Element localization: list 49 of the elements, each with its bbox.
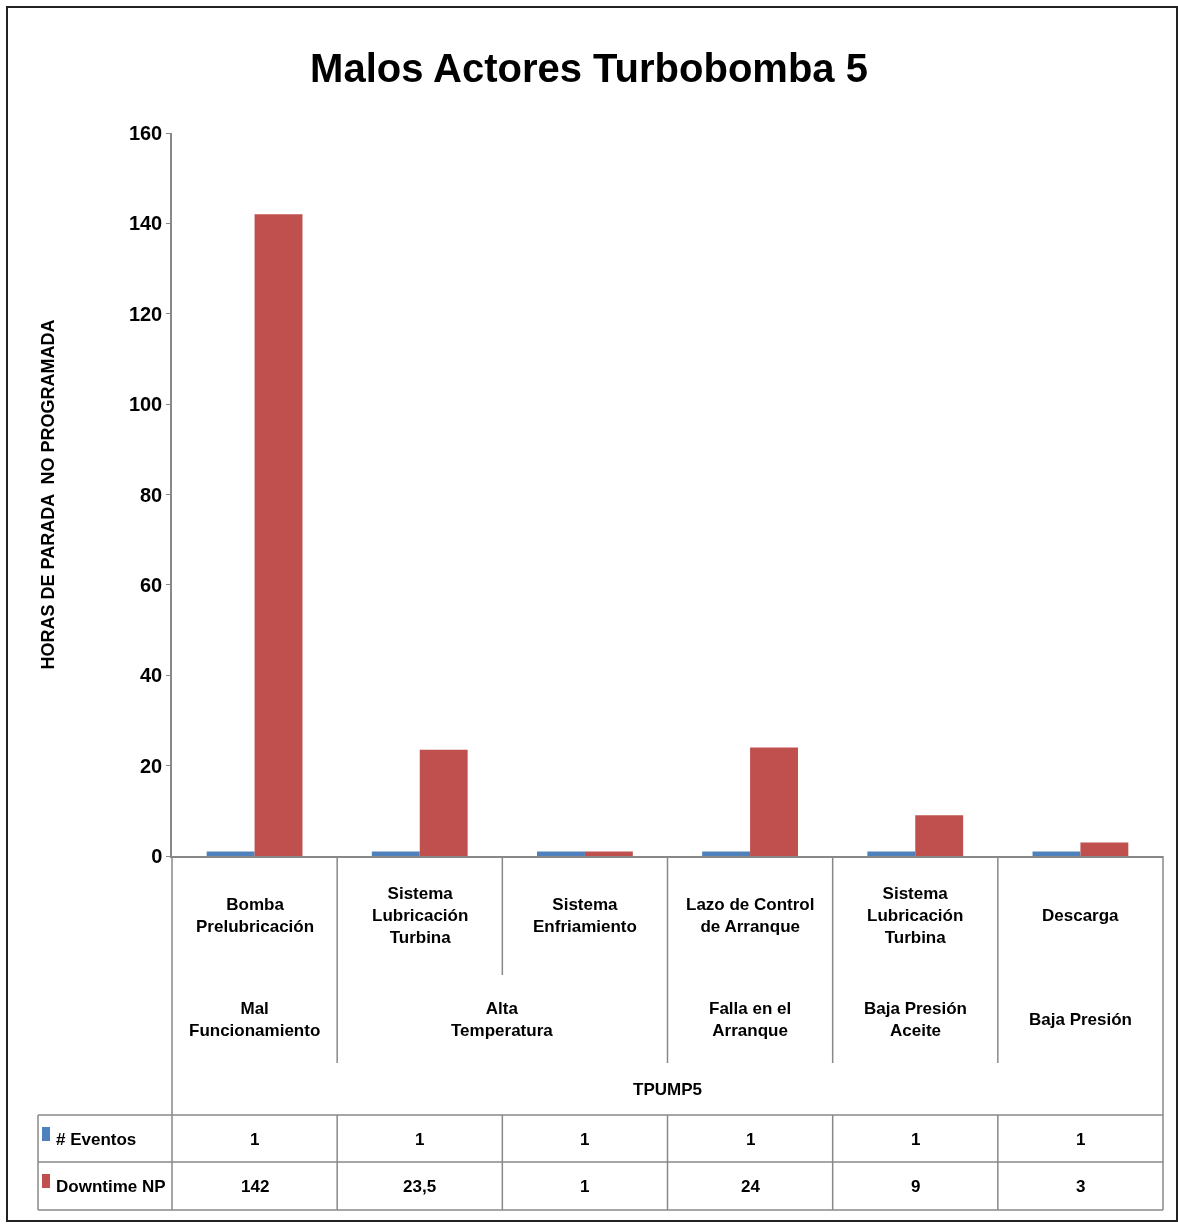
y-tick-label: 20	[140, 754, 163, 777]
bar	[254, 214, 303, 856]
x-tick-label: Sistema Enfriamiento	[533, 895, 637, 937]
bar	[584, 851, 633, 856]
x-tick-label: Sistema Lubricación Turbina	[372, 884, 469, 948]
data-label: 23,5	[403, 1177, 437, 1196]
data-label: 142	[241, 1177, 270, 1196]
y-tick-label: 140	[128, 212, 163, 235]
bar	[1080, 842, 1129, 856]
text: Mal Funcionamiento	[189, 999, 321, 1041]
y-axis-title: HORAS DE PARADA NO PROGRAMADA	[37, 319, 58, 670]
bar	[867, 851, 916, 856]
data-label: 1	[580, 1177, 590, 1196]
bar	[915, 815, 964, 856]
legend-label: Downtime NP	[56, 1177, 166, 1196]
y-tick-label: 120	[128, 302, 163, 325]
bar	[371, 851, 420, 856]
text: Baja Presión	[1029, 1010, 1132, 1029]
y-tick-label: 40	[140, 664, 163, 687]
y-tick-label: 100	[128, 393, 163, 416]
data-label: 1	[250, 1130, 260, 1149]
data-label: 1	[1076, 1130, 1086, 1149]
data-label: 1	[415, 1130, 425, 1149]
bar	[537, 851, 585, 856]
x-tick-label: Lazo de Control de Arranque	[686, 895, 815, 937]
x-tick-label: Bomba Prelubricación	[196, 895, 315, 937]
legend-label: # Eventos	[56, 1130, 137, 1149]
bar	[750, 747, 798, 856]
bar	[702, 851, 751, 856]
data-label: 24	[741, 1177, 761, 1196]
data-label: 1	[911, 1130, 921, 1149]
y-tick-label: 160	[128, 122, 163, 144]
chart-title: Malos Actores Turbobomba 5	[310, 46, 868, 90]
text: Falla en el Arranque	[709, 999, 792, 1041]
x-tick-label: Descarga	[1042, 906, 1120, 925]
data-label: 9	[911, 1177, 921, 1196]
x-tick-label: Sistema Lubricación Turbina	[867, 884, 964, 948]
data-label: 1	[746, 1130, 756, 1149]
text: TPUMP5	[633, 1080, 702, 1099]
bar	[1032, 851, 1081, 856]
data-label: 3	[1076, 1177, 1086, 1196]
y-tick-label: 0	[151, 845, 163, 867]
text: Alta Temperatura	[451, 999, 554, 1041]
y-tick-label: 80	[140, 483, 163, 506]
bar	[419, 749, 468, 856]
y-tick-label: 60	[140, 573, 163, 596]
text: Baja Presión Aceite	[864, 999, 967, 1041]
data-label: 1	[580, 1130, 590, 1149]
bar	[206, 851, 255, 856]
